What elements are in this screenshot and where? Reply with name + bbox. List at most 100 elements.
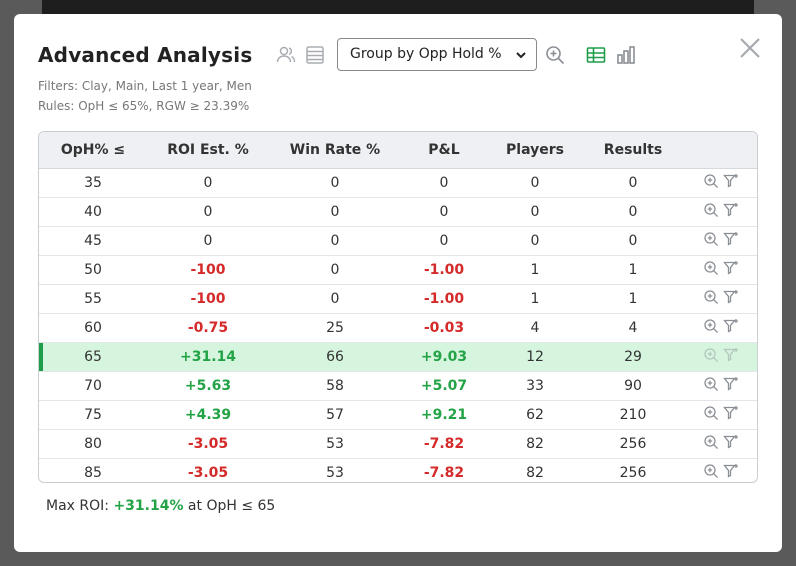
close-icon[interactable]: [738, 36, 762, 60]
cell-pl: +9.21: [401, 400, 487, 429]
cell-roi: +4.39: [147, 400, 269, 429]
row-zoom-icon[interactable]: [703, 231, 719, 247]
cell-roi: 0: [147, 168, 269, 197]
cell-players: 4: [487, 313, 583, 342]
cell-pl: +9.03: [401, 342, 487, 371]
cell-roi: +5.63: [147, 371, 269, 400]
table-header-row: OpH% ≤ ROI Est. % Win Rate % P&L Players…: [39, 132, 758, 168]
max-roi-suffix: at OpH ≤ 65: [183, 498, 275, 514]
cell-results: 210: [583, 400, 683, 429]
cell-pl: -7.82: [401, 458, 487, 483]
row-zoom-icon[interactable]: [703, 173, 719, 189]
row-add-filter-icon[interactable]: [723, 289, 739, 305]
cell-results: 29: [583, 342, 683, 371]
cell-actions: [683, 197, 758, 226]
row-zoom-icon[interactable]: [703, 463, 719, 479]
cell-roi: +31.14: [147, 342, 269, 371]
cell-winrate: 0: [269, 168, 401, 197]
row-add-filter-icon[interactable]: [723, 405, 739, 421]
cell-oph: 45: [39, 226, 147, 255]
cell-roi: 0: [147, 197, 269, 226]
max-roi-summary: Max ROI: +31.14% at OpH ≤ 65: [46, 498, 275, 514]
cell-pl: -1.00: [401, 284, 487, 313]
row-add-filter-icon[interactable]: [723, 463, 739, 479]
cell-oph: 80: [39, 429, 147, 458]
row-zoom-icon[interactable]: [703, 202, 719, 218]
table-view-icon[interactable]: [585, 44, 607, 66]
table-row[interactable]: 55 -100 0 -1.00 1 1: [39, 284, 758, 313]
table-row[interactable]: 40 0 0 0 0 0: [39, 197, 758, 226]
col-header-winrate[interactable]: Win Rate %: [269, 132, 401, 168]
cell-roi: -100: [147, 284, 269, 313]
col-header-oph[interactable]: OpH% ≤: [39, 132, 147, 168]
cell-actions: [683, 226, 758, 255]
row-zoom-icon[interactable]: [703, 260, 719, 276]
background-window-bar: [42, 0, 754, 14]
row-add-filter-icon[interactable]: [723, 347, 739, 363]
row-add-filter-icon[interactable]: [723, 434, 739, 450]
cell-winrate: 0: [269, 197, 401, 226]
cell-winrate: 0: [269, 226, 401, 255]
table-row[interactable]: 65 +31.14 66 +9.03 12 29: [39, 342, 758, 371]
col-header-players[interactable]: Players: [487, 132, 583, 168]
row-zoom-icon[interactable]: [703, 376, 719, 392]
cell-roi: 0: [147, 226, 269, 255]
cell-winrate: 57: [269, 400, 401, 429]
row-zoom-icon[interactable]: [703, 289, 719, 305]
cell-oph: 60: [39, 313, 147, 342]
list-icon[interactable]: [304, 44, 326, 66]
table-row[interactable]: 70 +5.63 58 +5.07 33 90: [39, 371, 758, 400]
row-zoom-icon[interactable]: [703, 405, 719, 421]
row-zoom-icon[interactable]: [703, 434, 719, 450]
cell-roi: -3.05: [147, 429, 269, 458]
cell-players: 0: [487, 197, 583, 226]
cell-winrate: 0: [269, 255, 401, 284]
cell-oph: 85: [39, 458, 147, 483]
col-header-results[interactable]: Results: [583, 132, 683, 168]
cell-players: 12: [487, 342, 583, 371]
players-icon[interactable]: [275, 44, 297, 66]
cell-winrate: 53: [269, 458, 401, 483]
table-row[interactable]: 35 0 0 0 0 0: [39, 168, 758, 197]
table-row[interactable]: 45 0 0 0 0 0: [39, 226, 758, 255]
chevron-down-icon: [515, 49, 527, 65]
cell-oph: 55: [39, 284, 147, 313]
col-header-pl[interactable]: P&L: [401, 132, 487, 168]
zoom-in-icon[interactable]: [544, 44, 566, 66]
cell-oph: 50: [39, 255, 147, 284]
row-add-filter-icon[interactable]: [723, 260, 739, 276]
cell-oph: 40: [39, 197, 147, 226]
table-row[interactable]: 50 -100 0 -1.00 1 1: [39, 255, 758, 284]
cell-actions: [683, 168, 758, 197]
cell-players: 33: [487, 371, 583, 400]
cell-oph: 65: [39, 342, 147, 371]
row-zoom-icon[interactable]: [703, 318, 719, 334]
row-add-filter-icon[interactable]: [723, 318, 739, 334]
cell-pl: +5.07: [401, 371, 487, 400]
row-add-filter-icon[interactable]: [723, 202, 739, 218]
row-zoom-icon[interactable]: [703, 347, 719, 363]
row-add-filter-icon[interactable]: [723, 231, 739, 247]
cell-actions: [683, 429, 758, 458]
col-header-roi[interactable]: ROI Est. %: [147, 132, 269, 168]
table-row[interactable]: 75 +4.39 57 +9.21 62 210: [39, 400, 758, 429]
max-roi-prefix: Max ROI:: [46, 498, 113, 514]
max-roi-value: +31.14%: [113, 498, 183, 514]
cell-oph: 70: [39, 371, 147, 400]
table-row[interactable]: 80 -3.05 53 -7.82 82 256: [39, 429, 758, 458]
row-add-filter-icon[interactable]: [723, 376, 739, 392]
group-by-select[interactable]: Group by Opp Hold %: [337, 38, 537, 71]
cell-pl: -7.82: [401, 429, 487, 458]
row-add-filter-icon[interactable]: [723, 173, 739, 189]
table-row[interactable]: 85 -3.05 53 -7.82 82 256: [39, 458, 758, 483]
cell-players: 62: [487, 400, 583, 429]
cell-winrate: 0: [269, 284, 401, 313]
cell-actions: [683, 284, 758, 313]
cell-results: 0: [583, 168, 683, 197]
table-row[interactable]: 60 -0.75 25 -0.03 4 4: [39, 313, 758, 342]
bar-chart-icon[interactable]: [615, 44, 637, 66]
cell-winrate: 58: [269, 371, 401, 400]
cell-actions: [683, 342, 758, 371]
cell-players: 0: [487, 226, 583, 255]
cell-pl: 0: [401, 168, 487, 197]
